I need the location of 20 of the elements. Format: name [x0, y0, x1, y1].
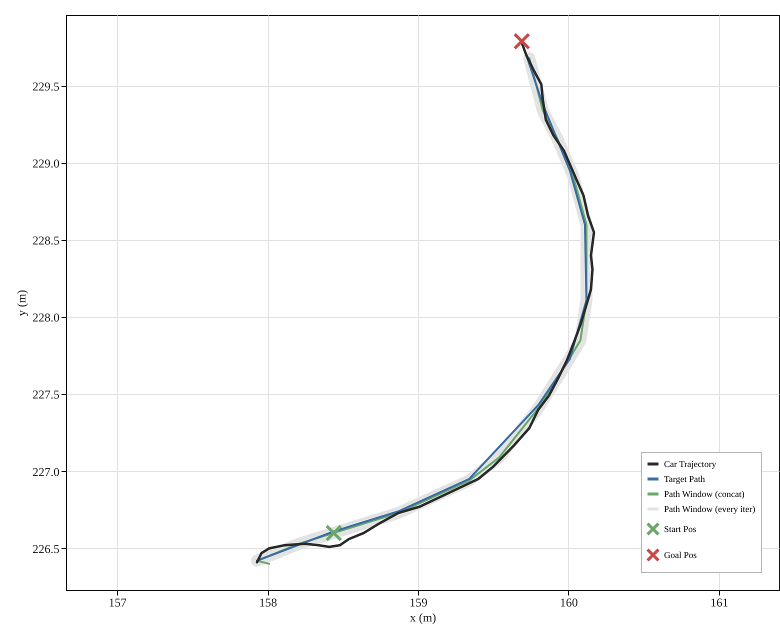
y-tick-label: 226.5: [32, 542, 60, 556]
x-tick-label: 160: [560, 596, 578, 610]
y-tick-label: 227.5: [32, 388, 60, 402]
legend-label: Start Pos: [664, 524, 697, 534]
y-tick-label: 228.0: [32, 310, 60, 325]
x-tick-label: 161: [710, 596, 728, 610]
y-tick-label: 228.5: [32, 234, 60, 248]
y-tick-label: 227.0: [32, 464, 60, 479]
legend-label: Goal Pos: [664, 550, 698, 560]
legend-label: Path Window (every iter): [664, 504, 756, 514]
legend-label: Car Trajectory: [664, 459, 717, 469]
x-axis-title: x (m): [410, 610, 436, 624]
legend-label: Path Window (concat): [664, 489, 744, 499]
x-tick-label: 159: [409, 596, 428, 610]
legend-label: Target Path: [664, 474, 706, 484]
x-tick-label: 158: [259, 596, 278, 610]
y-axis-title: y (m): [14, 290, 28, 316]
y-tick-label: 229.0: [32, 156, 60, 170]
x-tick-label: 157: [108, 596, 127, 610]
y-tick-label: 229.5: [32, 79, 60, 94]
